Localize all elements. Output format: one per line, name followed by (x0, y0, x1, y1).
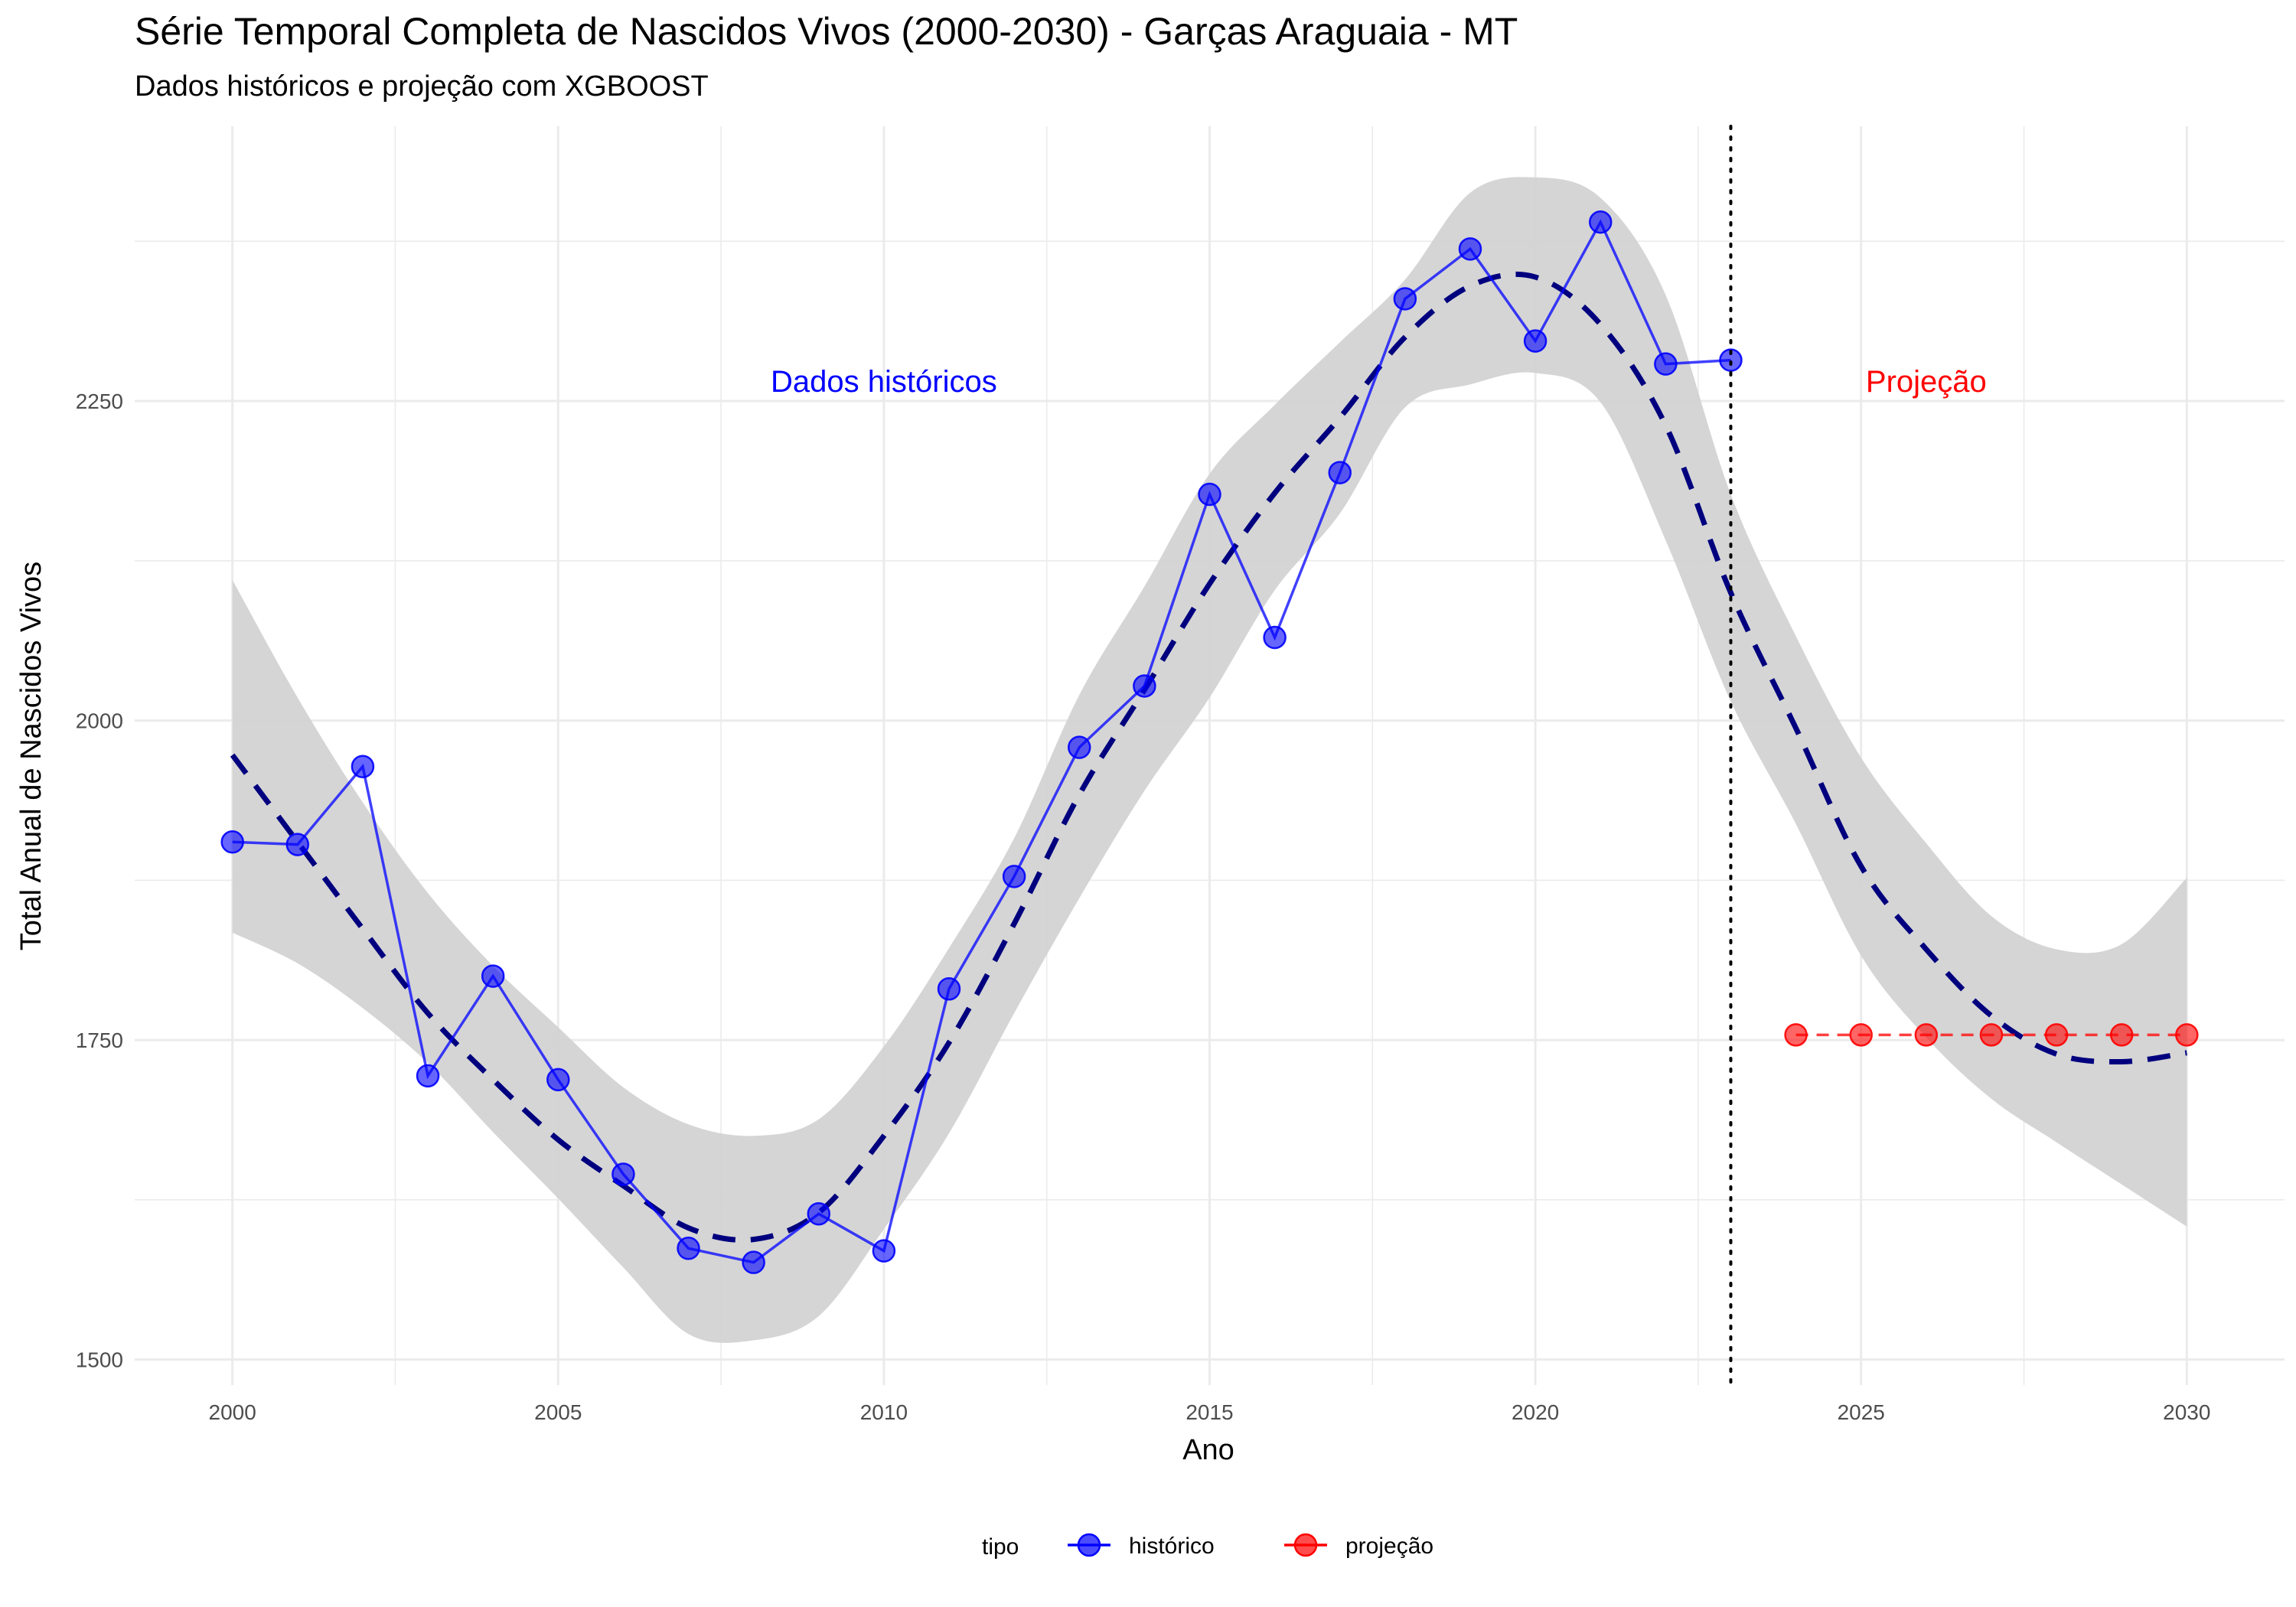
legend-key-point (1293, 1533, 1318, 1557)
data-point (1002, 865, 1026, 888)
data-point (1133, 674, 1156, 698)
data-point (1979, 1023, 2004, 1047)
data-point (1719, 348, 1743, 372)
data-point (2175, 1023, 2199, 1047)
x-tick-label: 2025 (1838, 1400, 1885, 1424)
data-point (1068, 735, 1091, 759)
annotation-label: Dados históricos (771, 365, 997, 399)
data-point (872, 1239, 896, 1263)
data-point (285, 833, 310, 856)
y-axis-title: Total Anual de Nascidos Vivos (15, 562, 47, 950)
data-point (481, 964, 505, 988)
x-tick-label: 2030 (2163, 1400, 2210, 1424)
x-tick-label: 2020 (1512, 1400, 1559, 1424)
data-point (1458, 237, 1482, 261)
data-point (677, 1237, 700, 1260)
legend-title: tipo (982, 1534, 1019, 1560)
data-point (1393, 287, 1417, 311)
smooth-trend-line (230, 271, 2187, 1243)
tick-labels: 2000 2005 2010 2015 2020 2025 2030 1500 1750 2000… (76, 390, 2211, 1424)
data-point (1849, 1023, 1873, 1047)
data-point (546, 1068, 570, 1092)
x-tick-label: 2000 (209, 1400, 256, 1424)
y-tick-label: 1500 (76, 1348, 123, 1372)
data-point (1263, 625, 1287, 650)
data-point (1328, 461, 1352, 484)
data-point (2044, 1023, 2069, 1047)
data-point (1654, 352, 1678, 376)
data-point (220, 830, 244, 854)
x-tick-label: 2015 (1186, 1400, 1233, 1424)
legend-label: histórico (1129, 1534, 1215, 1559)
data-point (1588, 210, 1613, 234)
legend-key-point (1077, 1533, 1101, 1557)
legend-label: projeção (1345, 1534, 1433, 1559)
annotations-layer: Dados históricos Projeção (771, 125, 1987, 1387)
data-point (1784, 1023, 1808, 1047)
data-point (807, 1201, 831, 1226)
confidence-band-layer (232, 177, 2187, 1343)
chart-title: Série Temporal Completa de Nascidos Vivo… (135, 10, 1518, 53)
data-point (937, 977, 961, 1001)
data-point (1914, 1023, 1939, 1047)
data-point (1523, 329, 1548, 353)
y-tick-label: 2250 (76, 390, 123, 413)
confidence-band (232, 177, 2187, 1343)
x-tick-label: 2005 (534, 1400, 582, 1424)
x-tick-label: 2010 (860, 1400, 908, 1424)
legend: tipo histórico projeção (982, 1533, 1433, 1560)
y-tick-label: 2000 (76, 709, 123, 733)
series-line-historico (232, 219, 1731, 1264)
y-tick-label: 1750 (76, 1028, 123, 1052)
data-point (1198, 482, 1221, 507)
smooth-trend-layer (230, 271, 2187, 1243)
data-point (742, 1250, 765, 1274)
series-layer (220, 210, 2199, 1274)
data-point (612, 1162, 635, 1186)
data-point (351, 755, 375, 778)
data-point (416, 1064, 440, 1088)
x-axis-title: Ano (1182, 1434, 1234, 1466)
chart-subtitle: Dados históricos e projeção com XGBOOST (135, 70, 709, 103)
annotation-label: Projeção (1866, 365, 1987, 399)
data-point (2109, 1023, 2134, 1047)
